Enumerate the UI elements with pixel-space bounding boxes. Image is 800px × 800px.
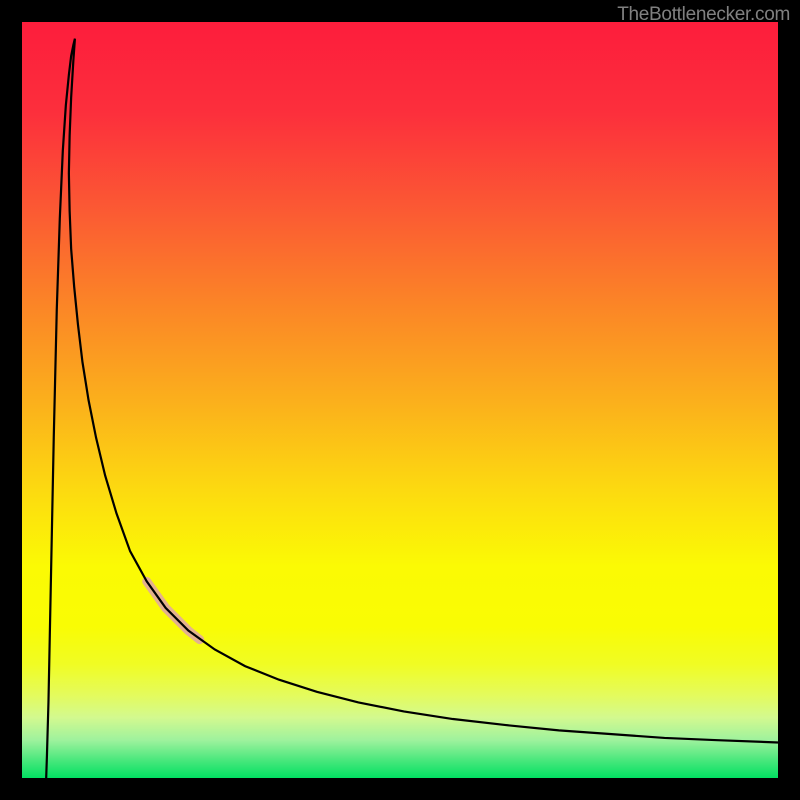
gradient-background <box>22 22 778 778</box>
watermark-text: TheBottlenecker.com <box>617 4 790 26</box>
plot-svg <box>22 22 778 778</box>
plot-area <box>22 22 778 778</box>
